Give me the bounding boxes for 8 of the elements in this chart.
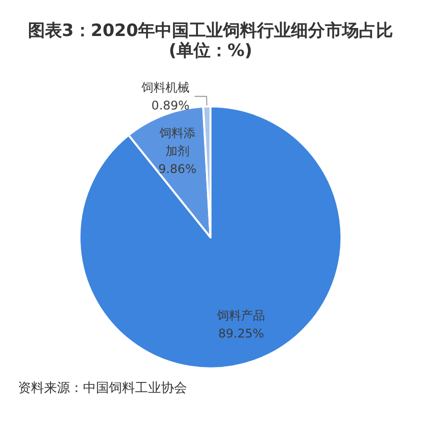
slice-label: 饲料产品	[216, 308, 266, 323]
slice-label: 饲料添加剂	[158, 126, 196, 158]
chart-title: 图表3：2020年中国工业饲料行业细分市场占比(单位：%)	[28, 21, 394, 61]
data-label: 0.89%	[151, 98, 190, 112]
slice-label: 饲料机械	[140, 80, 190, 94]
data-label: 89.25%	[218, 326, 264, 341]
text: 资料来源：中国饲料工业协会	[18, 381, 187, 396]
data-label: 9.86%	[158, 162, 196, 176]
